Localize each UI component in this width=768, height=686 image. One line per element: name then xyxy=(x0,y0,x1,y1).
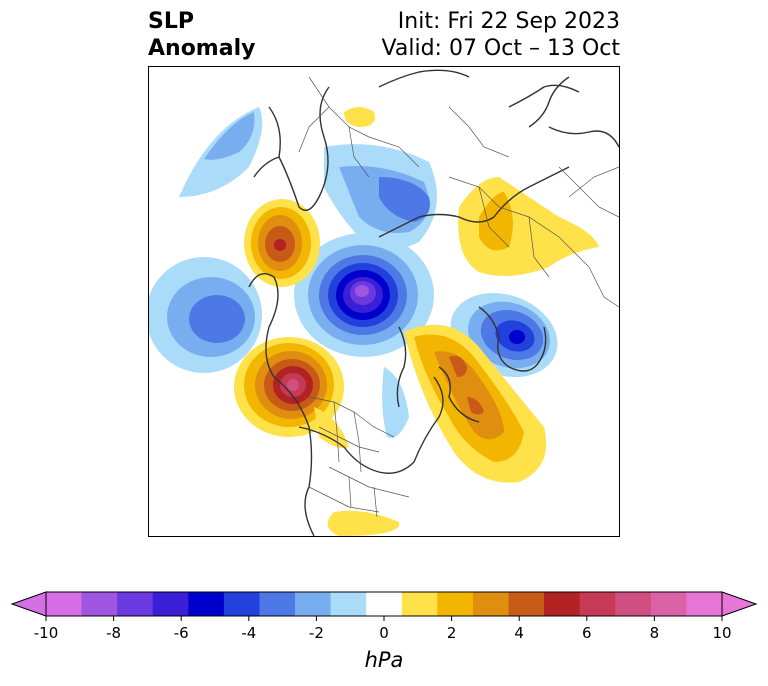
init-date: Init: Fri 22 Sep 2023 xyxy=(397,9,620,34)
colorbar-bin xyxy=(401,592,438,616)
colorbar-bin xyxy=(544,592,581,616)
anomaly-bering-low xyxy=(179,107,263,197)
anomaly-arctic-low xyxy=(294,144,437,438)
colorbar-tick-label: 4 xyxy=(514,624,524,642)
title-line-2: Anomaly xyxy=(148,36,256,61)
anomaly-gulf-of-alaska-high xyxy=(234,337,400,536)
colorbar-bin xyxy=(615,592,652,616)
colorbar-tick-label: 6 xyxy=(582,624,592,642)
colorbar-bin xyxy=(330,592,367,616)
colorbar: -10 -8 -6 -4 -2 0 2 4 6 8 10 xyxy=(0,585,768,685)
colorbar-bin xyxy=(472,592,510,616)
colorbar-tick-label: 10 xyxy=(712,624,731,642)
anomaly-kamchatka-high xyxy=(244,199,320,287)
colorbar-tick-label: 2 xyxy=(447,624,457,642)
colorbar-bin xyxy=(81,592,118,616)
colorbar-bin xyxy=(117,592,154,616)
map-panel xyxy=(148,66,620,537)
colorbar-bin xyxy=(366,592,403,616)
map-title: SLP Anomaly xyxy=(148,8,255,62)
anomaly-north-atlantic-high xyxy=(404,324,547,483)
colorbar-bin xyxy=(508,592,545,616)
title-line-1: SLP xyxy=(148,9,194,34)
colorbar-bin xyxy=(650,592,687,616)
colorbar-tick-label: -4 xyxy=(241,624,256,642)
colorbar-tick-label: 8 xyxy=(650,624,660,642)
anomaly-map xyxy=(149,69,619,536)
colorbar-bin xyxy=(223,592,260,616)
colorbar-bin xyxy=(295,592,332,616)
colorbar-bin xyxy=(437,592,474,616)
colorbar-bin xyxy=(188,592,225,616)
colorbar-bin xyxy=(579,592,616,616)
valid-range: Valid: 07 Oct – 13 Oct xyxy=(381,36,620,61)
colorbar-graphic: -10 -8 -6 -4 -2 0 2 4 6 8 10 xyxy=(10,591,758,642)
colorbar-bin xyxy=(686,592,723,616)
colorbar-bin xyxy=(152,592,189,616)
colorbar-tick-label: 0 xyxy=(379,624,389,642)
colorbar-extend-high xyxy=(721,591,758,617)
colorbar-tick-label: -2 xyxy=(309,624,324,642)
colorbar-tick-label: -10 xyxy=(34,624,59,642)
colorbar-tick-label: -8 xyxy=(106,624,121,642)
anomaly-pacific-low xyxy=(149,257,262,373)
colorbar-tick-label: -6 xyxy=(174,624,189,642)
colorbar-bin xyxy=(46,592,83,616)
colorbar-extend-low xyxy=(10,591,47,617)
date-info: Init: Fri 22 Sep 2023 Valid: 07 Oct – 13… xyxy=(382,8,620,62)
colorbar-bin xyxy=(259,592,296,616)
colorbar-unit: hPa xyxy=(364,648,404,672)
boundaries xyxy=(298,76,619,518)
